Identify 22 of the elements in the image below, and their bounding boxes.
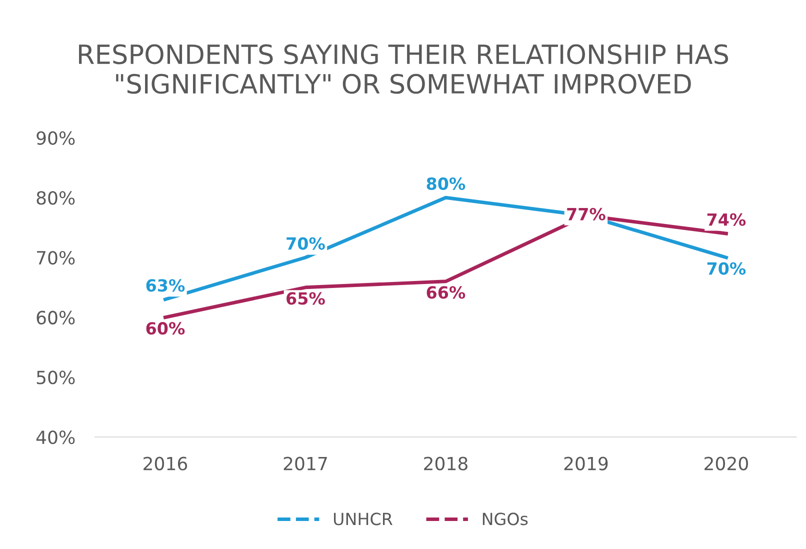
data-label: 74% (707, 213, 746, 226)
x-tick-label: 2018 (424, 456, 468, 470)
legend-label: UNHCR (334, 512, 392, 526)
data-label: 60% (146, 322, 185, 335)
y-tick-label: 80% (36, 191, 75, 205)
data-label: 70% (707, 262, 746, 275)
y-tick-label: 60% (36, 310, 75, 324)
y-tick-label: 90% (36, 131, 75, 145)
data-label: 65% (286, 292, 325, 305)
y-tick-label: 70% (37, 250, 75, 265)
data-label: 80% (426, 177, 466, 190)
data-label: 70% (286, 237, 325, 250)
data-label: 66% (426, 286, 466, 299)
chart-title: RESPONDENTS SAYING THEIR RELATIONSHIP HAS "SIGNIFICANTLY" OR SOMEWHAT IMPROVED (79, 44, 728, 94)
data-label: 63% (146, 279, 185, 292)
x-tick-label: 2019 (564, 456, 608, 470)
y-tick-label: 50% (36, 370, 75, 384)
x-tick-label: 2020 (704, 456, 748, 470)
x-tick-label: 2017 (284, 456, 327, 470)
x-tick-label: 2016 (144, 456, 188, 470)
y-tick-label: 40% (36, 430, 75, 444)
legend-label: NGOs (482, 512, 528, 526)
